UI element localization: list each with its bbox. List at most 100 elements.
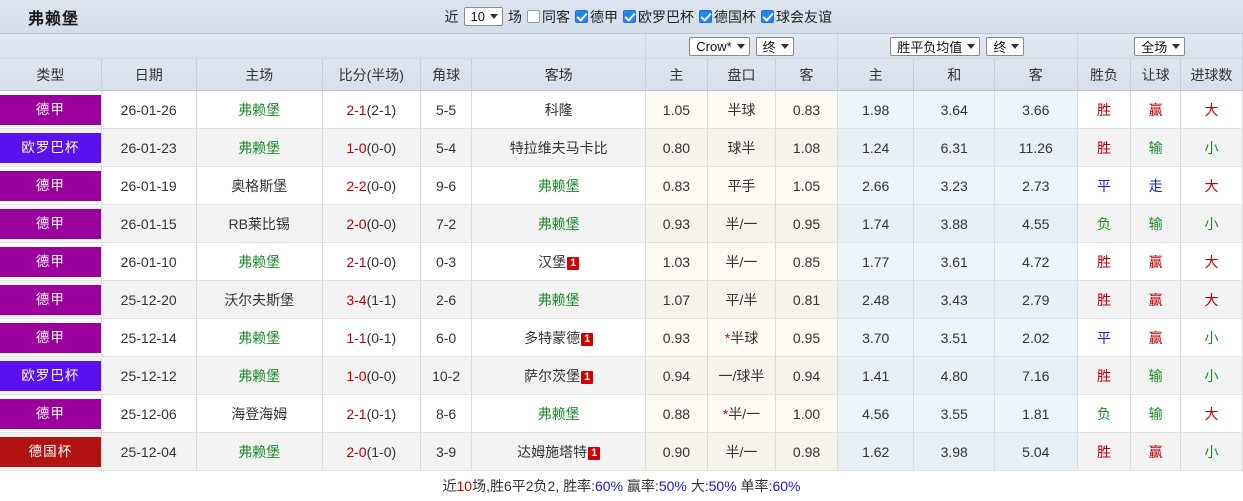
col-header-eu-draw[interactable]: 和: [913, 58, 995, 91]
same-venue-checkbox[interactable]: [527, 10, 540, 23]
cell-type[interactable]: 欧罗巴杯: [0, 356, 102, 395]
cell-home-team[interactable]: 沃尔夫斯堡: [196, 280, 323, 319]
cell-score[interactable]: 2-0(1-0): [322, 432, 421, 471]
cell-ah-home-odds: 1.07: [645, 280, 708, 319]
scope-select[interactable]: 全场: [1134, 36, 1186, 56]
away-team-name: 多特蒙德: [524, 329, 581, 346]
col-header-ah-line[interactable]: 盘口: [707, 58, 777, 91]
cell-type[interactable]: 德甲: [0, 242, 102, 281]
col-header-ah-away[interactable]: 客: [775, 58, 839, 91]
away-team-name: 弗赖堡: [537, 405, 580, 422]
cell-type[interactable]: 德甲: [0, 280, 102, 319]
cell-eu-away-odds: 7.16: [994, 356, 1078, 395]
ah-phase-select-value: 终: [762, 39, 776, 55]
cell-away-team[interactable]: 弗赖堡: [471, 166, 646, 205]
cell-home-team[interactable]: 奥格斯堡: [196, 166, 323, 205]
table-row[interactable]: 德甲 26-01-10 弗赖堡 2-1(0-0) 0-3 汉堡 1 1.03 半/一 0.85 1.…: [0, 242, 1243, 281]
col-header-eu-away[interactable]: 客: [994, 58, 1078, 91]
cell-type[interactable]: 德甲: [0, 90, 102, 129]
cell-eu-draw-odds: 3.88: [913, 204, 995, 243]
cell-home-team[interactable]: 弗赖堡: [196, 242, 323, 281]
cell-type[interactable]: 德国杯: [0, 432, 102, 471]
table-row[interactable]: 德甲 25-12-20 沃尔夫斯堡 3-4(1-1) 2-6 弗赖堡 1.07 平/半 0.81…: [0, 280, 1243, 319]
company-select[interactable]: Crow*: [689, 36, 750, 56]
col-header-res-goals[interactable]: 进球数: [1180, 58, 1243, 91]
table-row[interactable]: 欧罗巴杯 26-01-23 弗赖堡 1-0(0-0) 5-4 特拉维夫马卡比 0.80 球半 1…: [0, 128, 1243, 167]
cell-away-team[interactable]: 特拉维夫马卡比: [471, 128, 646, 167]
col-header-corner[interactable]: 角球: [420, 58, 473, 91]
cell-away-team[interactable]: 科隆: [471, 90, 646, 129]
cell-score[interactable]: 2-1(2-1): [322, 90, 421, 129]
cell-home-team[interactable]: 海登海姆: [196, 394, 323, 433]
cell-score[interactable]: 2-2(0-0): [322, 166, 421, 205]
col-header-away[interactable]: 客场: [471, 58, 646, 91]
cell-type[interactable]: 德甲: [0, 204, 102, 243]
cell-away-team[interactable]: 萨尔茨堡 1: [471, 356, 646, 395]
league-badge: 德甲: [0, 322, 101, 353]
league-checkbox-3[interactable]: [761, 10, 774, 23]
cell-type[interactable]: 欧罗巴杯: [0, 128, 102, 167]
cell-score[interactable]: 1-0(0-0): [322, 128, 421, 167]
cell-score[interactable]: 2-1(0-0): [322, 242, 421, 281]
cell-away-team[interactable]: 弗赖堡: [471, 394, 646, 433]
col-header-res-wdl[interactable]: 胜负: [1077, 58, 1132, 91]
cell-away-team[interactable]: 多特蒙德 1: [471, 318, 646, 357]
league-checkbox-1[interactable]: [623, 10, 636, 23]
cell-result-goals: 大: [1180, 242, 1243, 281]
cell-away-team[interactable]: 弗赖堡: [471, 280, 646, 319]
league-filter-1[interactable]: 欧罗巴杯: [623, 7, 694, 27]
cell-ah-away-odds: 0.95: [775, 204, 839, 243]
cell-home-team[interactable]: 弗赖堡: [196, 318, 323, 357]
cell-score[interactable]: 2-1(0-1): [322, 394, 421, 433]
cell-home-team[interactable]: RB莱比锡: [196, 204, 323, 243]
odds-group-select[interactable]: 胜平负均值: [890, 36, 981, 56]
cell-away-team[interactable]: 汉堡 1: [471, 242, 646, 281]
cell-type[interactable]: 德甲: [0, 166, 102, 205]
away-team-name: 弗赖堡: [537, 215, 580, 232]
col-header-ah-home[interactable]: 主: [645, 58, 708, 91]
cell-home-team[interactable]: 弗赖堡: [196, 356, 323, 395]
table-row[interactable]: 德甲 25-12-14 弗赖堡 1-1(0-1) 6-0 多特蒙德 1 0.93 *半球 0.95…: [0, 318, 1243, 357]
cell-score[interactable]: 2-0(0-0): [322, 204, 421, 243]
table-row[interactable]: 德甲 25-12-06 海登海姆 2-1(0-1) 8-6 弗赖堡 0.88 *半/一 1.00…: [0, 394, 1243, 433]
same-venue-filter[interactable]: 同客: [527, 7, 570, 27]
cell-type[interactable]: 德甲: [0, 394, 102, 433]
odds-phase-select[interactable]: 终: [986, 36, 1025, 56]
cell-score[interactable]: 3-4(1-1): [322, 280, 421, 319]
table-row[interactable]: 欧罗巴杯 25-12-12 弗赖堡 1-0(0-0) 10-2 萨尔茨堡 1 0.94 一/球半…: [0, 356, 1243, 395]
cell-away-team[interactable]: 达姆施塔特 1: [471, 432, 646, 471]
cell-eu-away-odds: 2.79: [994, 280, 1078, 319]
table-row[interactable]: 德甲 26-01-19 奥格斯堡 2-2(0-0) 9-6 弗赖堡 0.83 平手 1.05 2.…: [0, 166, 1243, 205]
col-header-eu-home[interactable]: 主: [837, 58, 915, 91]
home-team-name: 弗赖堡: [238, 101, 281, 118]
cell-score[interactable]: 1-1(0-1): [322, 318, 421, 357]
away-team-name: 弗赖堡: [537, 291, 580, 308]
cell-home-team[interactable]: 弗赖堡: [196, 128, 323, 167]
table-row[interactable]: 德甲 26-01-15 RB莱比锡 2-0(0-0) 7-2 弗赖堡 0.93 半/一 0.95…: [0, 204, 1243, 243]
league-filter-3[interactable]: 球会友谊: [761, 7, 832, 27]
table-row[interactable]: 德甲 26-01-26 弗赖堡 2-1(2-1) 5-5 科隆 1.05 半球 0.83 1.98…: [0, 90, 1243, 129]
away-team-name: 特拉维夫马卡比: [509, 139, 608, 156]
cell-score[interactable]: 1-0(0-0): [322, 356, 421, 395]
cell-type[interactable]: 德甲: [0, 318, 102, 357]
cell-eu-draw-odds: 3.61: [913, 242, 995, 281]
league-filter-0[interactable]: 德甲: [575, 7, 618, 27]
recent-count-select[interactable]: 10: [463, 7, 503, 26]
score-value: 3-4(1-1): [346, 291, 397, 308]
cell-away-team[interactable]: 弗赖堡: [471, 204, 646, 243]
cell-eu-home-odds: 1.24: [837, 128, 915, 167]
league-checkbox-2[interactable]: [699, 10, 712, 23]
league-filter-2[interactable]: 德国杯: [699, 7, 756, 27]
league-checkbox-0[interactable]: [575, 10, 588, 23]
ah-phase-select[interactable]: 终: [755, 36, 794, 56]
table-row[interactable]: 德国杯 25-12-04 弗赖堡 2-0(1-0) 3-9 达姆施塔特 1 0.90 半/一 0.…: [0, 432, 1243, 471]
col-header-type[interactable]: 类型: [0, 58, 102, 91]
cell-home-team[interactable]: 弗赖堡: [196, 432, 323, 471]
col-header-home[interactable]: 主场: [196, 58, 323, 91]
col-header-score[interactable]: 比分(半场): [322, 58, 421, 91]
cell-home-team[interactable]: 弗赖堡: [196, 90, 323, 129]
cell-ah-away-odds: 0.85: [775, 242, 839, 281]
col-header-date[interactable]: 日期: [101, 58, 197, 91]
col-header-res-ah[interactable]: 让球: [1130, 58, 1181, 91]
cell-ah-line: 半/一: [707, 242, 777, 281]
